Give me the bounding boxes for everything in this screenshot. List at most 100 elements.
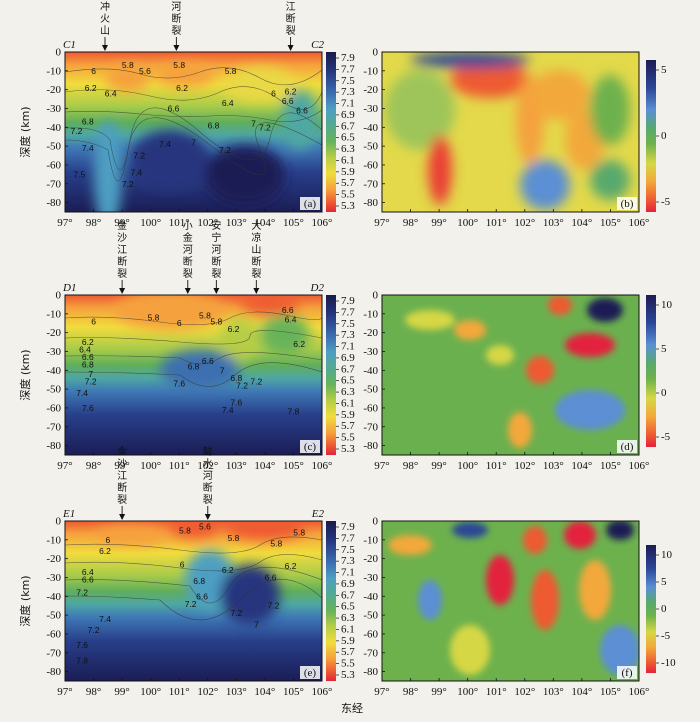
colorbar-c-tick-label: 5.7 bbox=[341, 420, 355, 432]
colorbar-c-tick-label: 6.7 bbox=[341, 363, 355, 375]
panel-d-xtick-label: 98° bbox=[403, 460, 418, 472]
panel-a-annotation-char: 火 bbox=[100, 13, 110, 25]
panel-c-contour-label: 7.2 bbox=[85, 377, 97, 387]
panel-f-xtick-label: 106° bbox=[629, 686, 650, 698]
colorbar-c-tick-label: 5.3 bbox=[341, 443, 355, 455]
panel-c-xtick-label: 102° bbox=[197, 460, 218, 472]
panel-a-contour-label: 6.8 bbox=[82, 117, 94, 127]
panel-b-ytick-label: -20 bbox=[363, 84, 378, 96]
x-axis-label: 东经 bbox=[341, 702, 363, 715]
panel-e-ytick-label: -10 bbox=[46, 534, 61, 546]
panel-a-xtick-label: 98° bbox=[86, 217, 101, 229]
panel-f-ytick-label: -20 bbox=[363, 553, 378, 565]
panel-e-contour-label: 6 bbox=[180, 559, 185, 569]
panel-c-xtick-label: 99° bbox=[114, 460, 129, 472]
panel-a-xtick-label: 101° bbox=[169, 217, 190, 229]
panel-c-contour-label: 6.6 bbox=[282, 305, 294, 315]
panel-c-contour-label: 7.4 bbox=[222, 405, 234, 415]
panel-c-ylabel: 深度 (km) bbox=[18, 349, 32, 400]
colorbar-c-tick-label: 5.5 bbox=[341, 432, 355, 444]
colorbar-e-tick-label: 7.3 bbox=[341, 555, 355, 567]
colorbar-c-tick-label: 6.3 bbox=[341, 386, 355, 398]
panel-a-contour-label: 7.5 bbox=[73, 169, 85, 179]
panel-a-annotation-char: 断 bbox=[171, 12, 181, 25]
panel-c-xtick-label: 106° bbox=[312, 460, 333, 472]
colorbar-b-tick-label: 5 bbox=[661, 64, 667, 76]
panel-a-ytick-label: -60 bbox=[46, 159, 61, 171]
panel-c-annotation-char: 沙 bbox=[117, 232, 127, 244]
panel-e-plot bbox=[65, 521, 322, 681]
panel-c-xtick-label: 97° bbox=[57, 460, 72, 472]
panel-b-xtick-label: 98° bbox=[403, 217, 418, 229]
panel-c-ytick-label: -50 bbox=[46, 384, 61, 396]
panel-a-contour-label: 6 bbox=[271, 88, 276, 98]
panel-e-label-box bbox=[300, 666, 320, 679]
panel-a-contour-label: 7.2 bbox=[133, 151, 145, 161]
panel-e-ytick-label: -40 bbox=[46, 591, 61, 603]
panel-c-contour-label: 7 bbox=[220, 365, 225, 375]
panel-c-contour-label: 7 bbox=[88, 369, 93, 379]
panel-d-ytick-label: -60 bbox=[363, 402, 378, 414]
colorbar-b-tick-label: 0 bbox=[661, 130, 667, 142]
panel-a-ylabel: 深度 (km) bbox=[18, 106, 32, 157]
panel-f-xtick-label: 103° bbox=[543, 686, 564, 698]
panel-a-contour-label: 7.2 bbox=[259, 122, 271, 132]
colorbar-e-tick-label: 5.5 bbox=[341, 658, 355, 670]
panel-a-ytick-label: -10 bbox=[46, 65, 61, 77]
colorbar-a-tick-label: 6.1 bbox=[341, 154, 355, 166]
colorbar-c-tick-label: 7.1 bbox=[341, 341, 355, 353]
panel-a-annotation-char: 裂 bbox=[286, 24, 296, 37]
panel-e-contour-label: 7.2 bbox=[88, 625, 100, 635]
panel-d-xtick-label: 104° bbox=[571, 460, 592, 472]
panel-c-xtick-label: 98° bbox=[86, 460, 101, 472]
panel-a-ytick-label: -30 bbox=[46, 103, 61, 115]
panel-c-annotation-char: 大 bbox=[251, 219, 261, 232]
panel-b-xtick-label: 101° bbox=[486, 217, 507, 229]
panel-b-xtick-label: 103° bbox=[543, 217, 564, 229]
colorbar-d-tick-label: 5 bbox=[661, 343, 667, 355]
panel-f-ytick-label: -70 bbox=[363, 647, 378, 659]
panel-c-xtick-label: 104° bbox=[254, 460, 275, 472]
panel-a-contour-label: 6.2 bbox=[176, 83, 188, 93]
panel-b-label-box bbox=[617, 197, 637, 210]
colorbar-c-tick-label: 6.9 bbox=[341, 352, 355, 364]
panel-e-annotation-char: 水 bbox=[203, 458, 213, 470]
colorbar-e-tick-label: 6.7 bbox=[341, 589, 355, 601]
panel-d-xtick-label: 101° bbox=[486, 460, 507, 472]
panel-d-plot bbox=[382, 295, 639, 455]
panel-a-annotation-arrowhead bbox=[287, 45, 294, 51]
panel-a-contour-label: 6.4 bbox=[105, 88, 117, 98]
panel-e-contour-label: 5.8 bbox=[270, 539, 282, 549]
panel-e-annotation-char: 金 bbox=[117, 445, 127, 458]
panel-b-ytick-label: -60 bbox=[363, 159, 378, 171]
panel-f-ytick-label: -30 bbox=[363, 572, 378, 584]
panel-a-ytick-label: -40 bbox=[46, 122, 61, 134]
panel-d-xtick-label: 103° bbox=[543, 460, 564, 472]
panel-a-contour-label: 6.8 bbox=[208, 120, 220, 130]
panel-a-annotation-char: 红 bbox=[171, 0, 181, 1]
panel-a-contour-label: 6.2 bbox=[285, 87, 297, 97]
panel-c-contour-label: 6.8 bbox=[230, 373, 242, 383]
panel-c-ytick-label: -10 bbox=[46, 308, 61, 320]
panel-a-annotation-arrowhead bbox=[173, 45, 180, 51]
panel-a-right-endpoint: C2 bbox=[311, 39, 324, 51]
panel-c-annotation-char: 裂 bbox=[117, 267, 127, 280]
panel-a-xtick-label: 106° bbox=[312, 217, 333, 229]
panel-b-xtick-label: 100° bbox=[457, 217, 478, 229]
panel-b-ytick-label: 0 bbox=[373, 47, 379, 59]
panel-b-xtick-label: 102° bbox=[514, 217, 535, 229]
colorbar-f bbox=[646, 545, 656, 673]
panel-e-contour-label: 6.6 bbox=[82, 574, 94, 584]
panel-d-ytick-label: -40 bbox=[363, 365, 378, 377]
panel-f-xtick-label: 104° bbox=[571, 686, 592, 698]
panel-f-xtick-label: 97° bbox=[374, 686, 389, 698]
colorbar-a-tick-label: 5.3 bbox=[341, 200, 355, 212]
panel-a-annotation-char: 断 bbox=[286, 12, 296, 25]
panel-f-xtick-label: 100° bbox=[457, 686, 478, 698]
panel-e-ytick-label: -30 bbox=[46, 572, 61, 584]
panel-e-xtick-label: 103° bbox=[226, 686, 247, 698]
panel-e-xtick-label: 101° bbox=[169, 686, 190, 698]
panel-a-contour-label: 6.6 bbox=[168, 103, 180, 113]
panel-f-xtick-label: 102° bbox=[514, 686, 535, 698]
panel-e-contour-label: 5.8 bbox=[293, 527, 305, 537]
